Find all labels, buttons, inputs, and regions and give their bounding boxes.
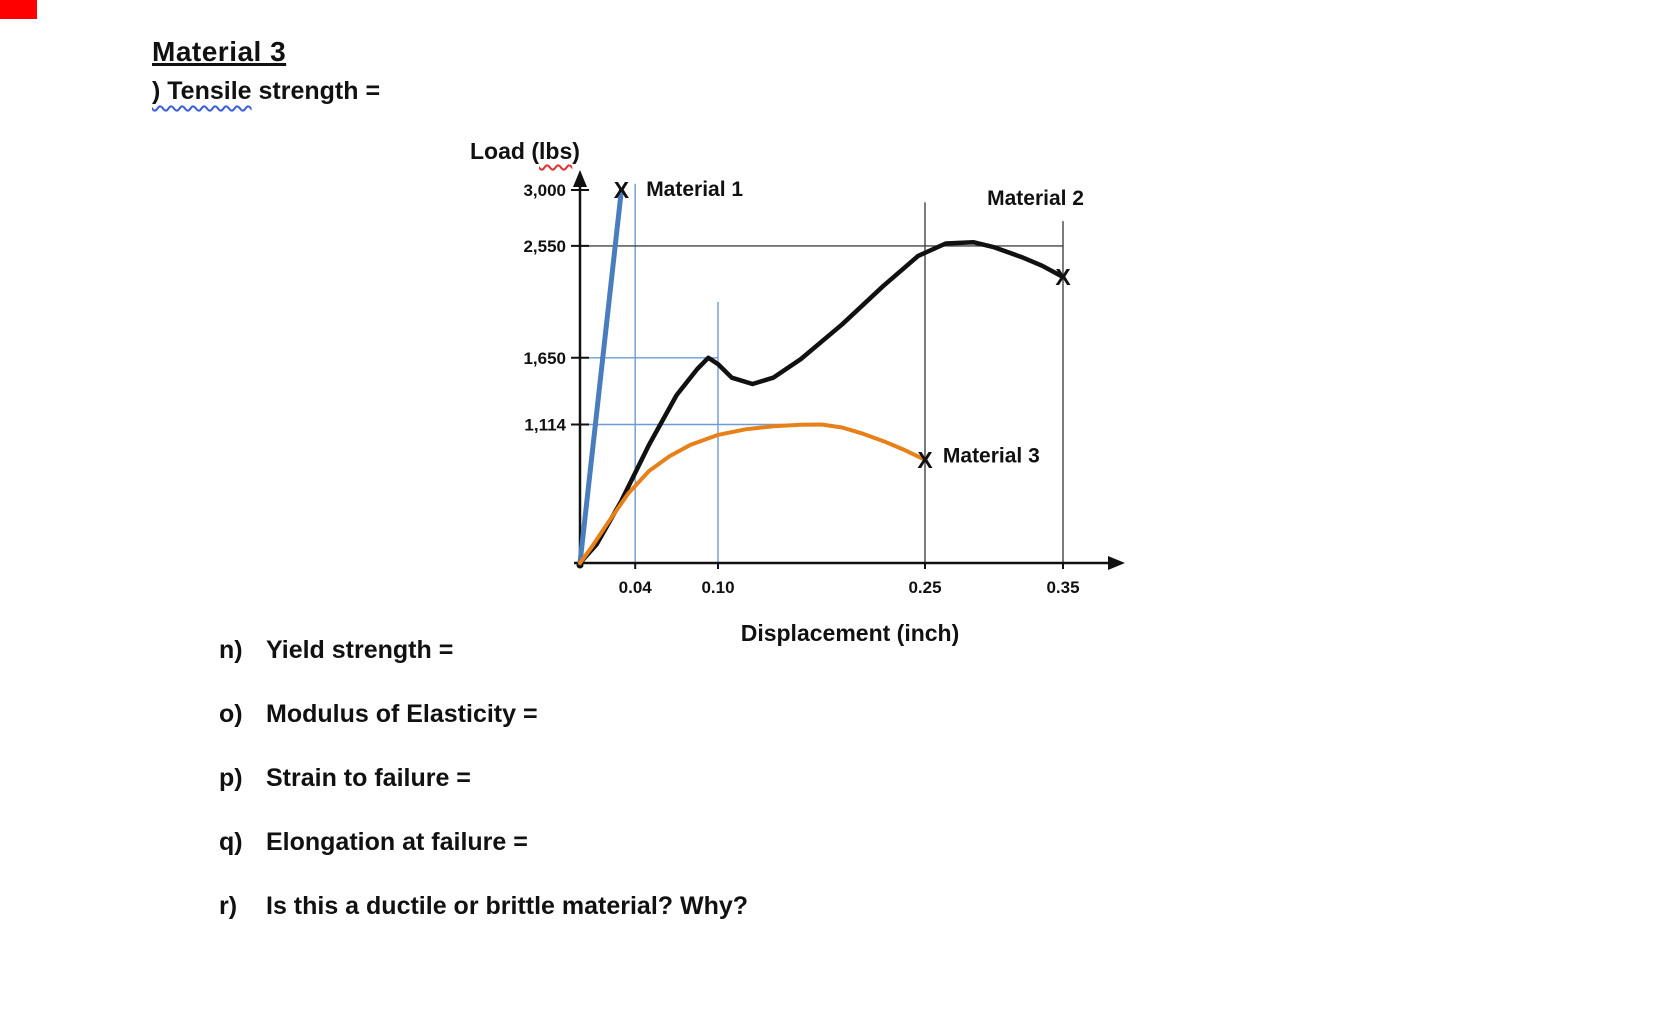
svg-text:X: X: [614, 177, 630, 203]
page-title: Material 3: [152, 36, 287, 67]
question-letter: q): [219, 828, 243, 856]
question-text: Is this a ductile or brittle material? W…: [266, 892, 749, 920]
question-elongation: q) Elongation at failure =: [219, 829, 748, 856]
question-letter: r): [219, 892, 238, 920]
svg-text:3,000: 3,000: [523, 181, 566, 200]
x-axis-title: Displacement (inch): [740, 620, 960, 646]
svg-text:Material 3: Material 3: [943, 444, 1040, 467]
question-strain-to-failure: p) Strain to failure =: [219, 765, 748, 792]
red-corner-marker: [0, 0, 37, 19]
y-axis-title-marked: lbs: [539, 138, 573, 164]
question-text: Elongation at failure =: [266, 828, 528, 856]
svg-text:1,114: 1,114: [524, 416, 566, 435]
tensile-strength-prompt-rest: strength =: [251, 77, 381, 105]
tensile-strength-prompt: ) Tensile strength =: [152, 77, 380, 106]
svg-text:0.04: 0.04: [619, 578, 653, 597]
svg-text:X: X: [917, 447, 933, 473]
svg-text:0.35: 0.35: [1046, 578, 1079, 597]
question-letter: n): [219, 636, 243, 664]
svg-text:1,650: 1,650: [523, 349, 566, 368]
svg-text:2,550: 2,550: [523, 237, 566, 256]
question-modulus: o) Modulus of Elasticity =: [219, 701, 748, 728]
question-letter: o): [219, 700, 243, 728]
question-yield-strength: n) Yield strength =: [219, 637, 748, 664]
question-letter: p): [219, 764, 243, 792]
svg-text:X: X: [1055, 264, 1071, 290]
question-text: Modulus of Elasticity =: [266, 700, 538, 728]
question-ductile-brittle: r) Is this a ductile or brittle material…: [219, 893, 748, 920]
y-axis-title: Load (lbs): [470, 138, 580, 164]
svg-text:0.25: 0.25: [908, 578, 941, 597]
tensile-strength-prompt-marked: ) Tensile: [152, 77, 252, 105]
question-list: n) Yield strength = o) Modulus of Elasti…: [219, 637, 748, 957]
question-text: Strain to failure =: [266, 764, 471, 792]
question-text: Yield strength =: [266, 636, 454, 664]
svg-text:Material 2: Material 2: [987, 187, 1084, 210]
load-displacement-chart: Load (lbs) 3,000 2,550 1,650 1,114 0.04 0.10 0…: [470, 138, 1160, 663]
svg-text:Material 1: Material 1: [646, 178, 743, 201]
svg-text:0.10: 0.10: [701, 578, 734, 597]
